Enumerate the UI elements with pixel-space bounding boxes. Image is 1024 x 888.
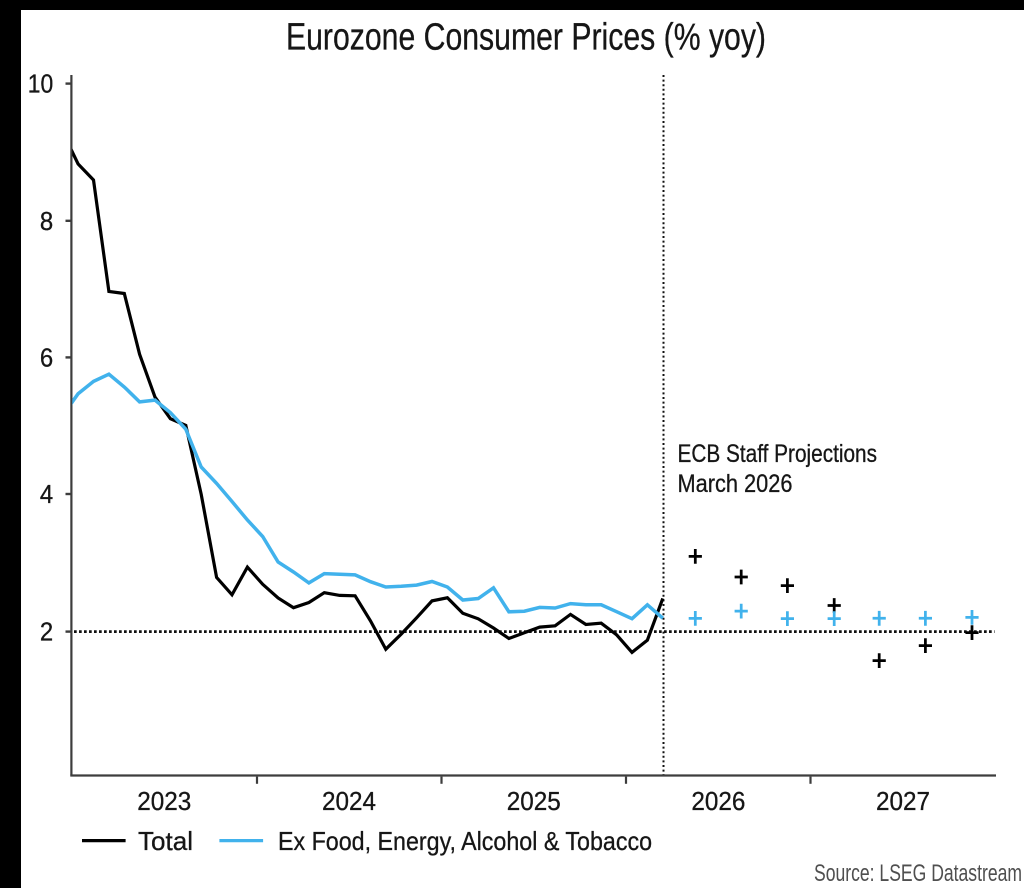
svg-text:6: 6 bbox=[40, 342, 53, 372]
svg-text:2027: 2027 bbox=[876, 788, 930, 816]
svg-text:2: 2 bbox=[40, 617, 53, 647]
svg-text:Ex Food, Energy, Alcohol & Tob: Ex Food, Energy, Alcohol & Tobacco bbox=[278, 826, 652, 856]
svg-text:Source: LSEG Datastream: Source: LSEG Datastream bbox=[814, 860, 1022, 887]
svg-text:2026: 2026 bbox=[691, 788, 745, 816]
svg-text:2023: 2023 bbox=[137, 788, 191, 816]
svg-text:2024: 2024 bbox=[322, 788, 376, 816]
svg-text:10: 10 bbox=[28, 69, 54, 99]
svg-text:4: 4 bbox=[40, 479, 53, 509]
svg-text:2025: 2025 bbox=[507, 788, 561, 816]
svg-text:March 2026: March 2026 bbox=[678, 470, 793, 498]
svg-text:ECB Staff Projections: ECB Staff Projections bbox=[678, 440, 878, 468]
svg-text:Total: Total bbox=[138, 826, 193, 856]
svg-text:8: 8 bbox=[40, 206, 53, 236]
svg-text:Eurozone Consumer Prices (% yo: Eurozone Consumer Prices (% yoy) bbox=[286, 17, 766, 59]
